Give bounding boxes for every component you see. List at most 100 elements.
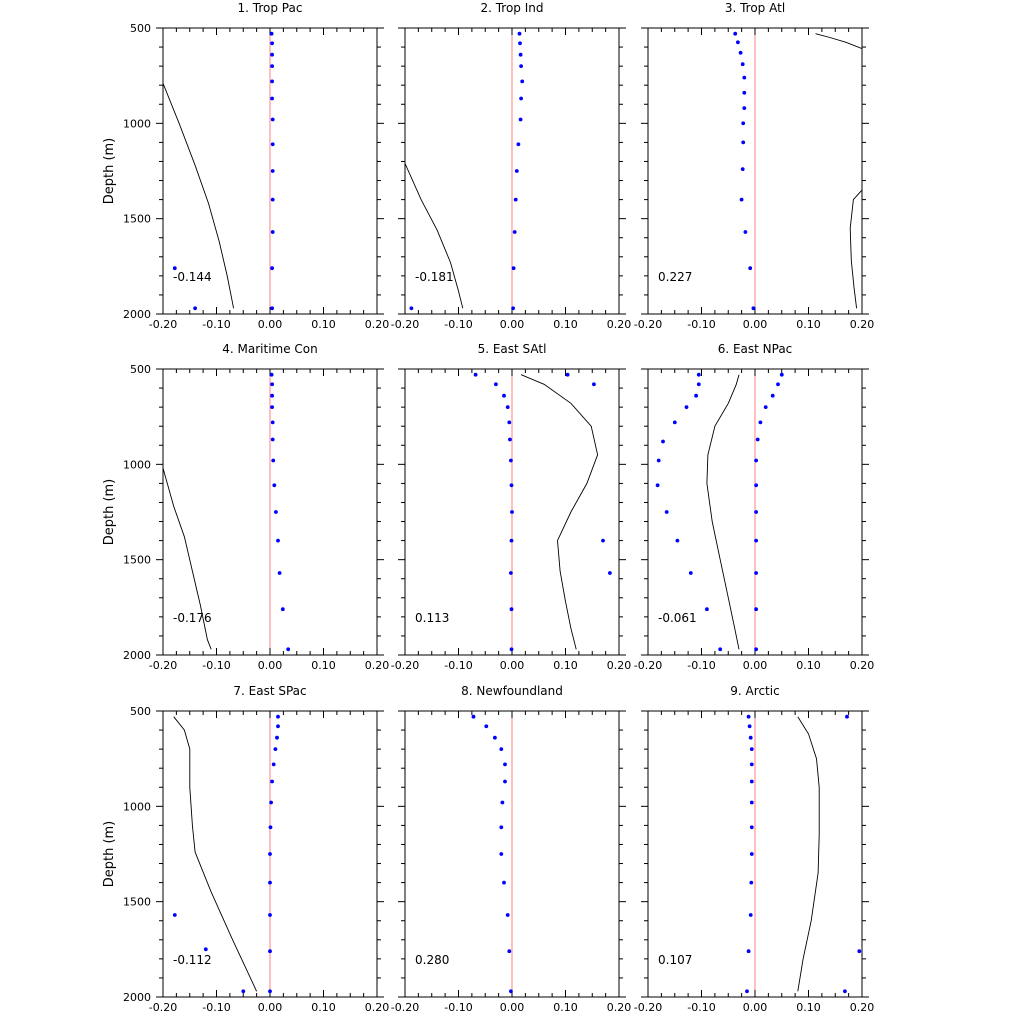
x-tick-label: 0.20 [607, 318, 632, 331]
data-point [286, 647, 291, 652]
data-point [749, 762, 754, 767]
profile-line [815, 33, 862, 50]
y-axis-label: Depth (m) [102, 479, 117, 546]
x-tick-label: -0.20 [149, 1001, 177, 1014]
plot-frame [162, 27, 378, 315]
x-tick-label: -0.20 [634, 1001, 662, 1014]
x-tick-label: -0.20 [634, 659, 662, 672]
x-tick-label: 0.00 [743, 659, 768, 672]
data-point [269, 372, 274, 377]
data-point [276, 714, 280, 719]
data-point [733, 31, 738, 36]
panel-title: 3. Trop Atl [725, 1, 785, 15]
data-point [509, 571, 513, 575]
data-point [749, 825, 754, 830]
x-tick-label: 0.20 [365, 659, 390, 672]
profile-line [797, 716, 820, 992]
data-point [270, 306, 274, 311]
data-point [505, 913, 510, 917]
x-tick-label: 0.00 [743, 1001, 768, 1014]
panel-2: 2. Trop Ind -0.20 -0.10 0.00 0.10 0.20 -0.181 [391, 1, 631, 331]
data-point [509, 647, 514, 652]
data-point [754, 647, 758, 652]
data-point [271, 762, 276, 767]
x-tick-label: 0.00 [258, 659, 283, 672]
profile-line [163, 83, 235, 309]
data-point [747, 724, 752, 729]
data-point [694, 393, 698, 398]
y-tick-label: 2000 [123, 308, 151, 321]
y-axis-label: Depth (m) [102, 821, 117, 888]
data-point [268, 825, 273, 830]
data-point [494, 382, 498, 387]
data-point [270, 197, 275, 202]
profile-line [706, 374, 740, 650]
data-point [749, 852, 754, 856]
panel-title: 7. East SPac [233, 684, 306, 698]
data-point [755, 437, 760, 442]
data-point [269, 800, 273, 805]
data-point [754, 571, 758, 575]
data-point [270, 230, 275, 234]
data-point [656, 458, 661, 463]
panel-5: 5. East SAtl -0.20 -0.10 0.00 0.10 0.20 0.113 [391, 342, 631, 672]
data-point [751, 306, 756, 311]
data-point [509, 538, 514, 543]
data-point [508, 437, 512, 442]
y-tick-label: 500 [130, 22, 151, 35]
x-tick-label: 0.10 [311, 318, 336, 331]
data-point [705, 607, 709, 612]
correlation-label: -0.181 [415, 270, 454, 284]
data-point [493, 735, 497, 740]
data-point [203, 947, 208, 952]
data-point [696, 372, 701, 377]
x-tick-label: 0.10 [311, 1001, 336, 1014]
data-point [749, 800, 754, 805]
x-tick-label: 0.10 [796, 659, 821, 672]
data-point [763, 405, 768, 409]
profile-line [849, 189, 862, 309]
data-point [471, 714, 476, 719]
data-point [758, 420, 763, 425]
data-point [193, 306, 198, 311]
panel-title: 1. Trop Pac [238, 1, 303, 15]
panel-3: 3. Trop Atl -0.20 -0.10 0.00 0.10 0.20 0.227 [634, 1, 874, 331]
data-point [241, 989, 246, 994]
panel-8: 8. Newfoundland -0.20 -0.10 0.00 0.10 0.20 0.2… [391, 684, 631, 1014]
correlation-label: -0.112 [173, 953, 212, 967]
x-tick-label: 0.00 [500, 659, 525, 672]
data-point [746, 714, 751, 719]
profile-line [173, 716, 258, 992]
data-point [509, 458, 513, 463]
correlation-label: 0.107 [658, 953, 692, 967]
data-point [718, 647, 723, 652]
data-point [275, 735, 279, 740]
data-point [661, 439, 665, 444]
plot-frame [162, 710, 378, 998]
data-point [280, 607, 285, 612]
data-point [268, 852, 272, 856]
data-point [754, 483, 758, 488]
x-tick-label: -0.20 [391, 659, 419, 672]
x-tick-label: 0.00 [743, 318, 768, 331]
data-point [270, 266, 274, 271]
data-point [601, 538, 605, 543]
data-point [739, 197, 744, 202]
data-point [741, 121, 746, 126]
profile-line [520, 374, 599, 650]
data-point [499, 825, 504, 830]
x-tick-label: -0.10 [687, 318, 715, 331]
data-point [270, 779, 274, 784]
data-point [749, 779, 754, 784]
data-point [509, 483, 514, 488]
x-tick-label: 0.20 [850, 659, 875, 672]
data-point [512, 230, 517, 234]
data-point [749, 747, 754, 751]
panel-title: 9. Arctic [730, 684, 779, 698]
plot-frame [404, 368, 620, 656]
data-point [740, 167, 745, 172]
plot-frame [404, 27, 620, 315]
x-tick-label: 0.10 [796, 1001, 821, 1014]
data-point [502, 393, 506, 398]
profile-line [163, 467, 212, 650]
